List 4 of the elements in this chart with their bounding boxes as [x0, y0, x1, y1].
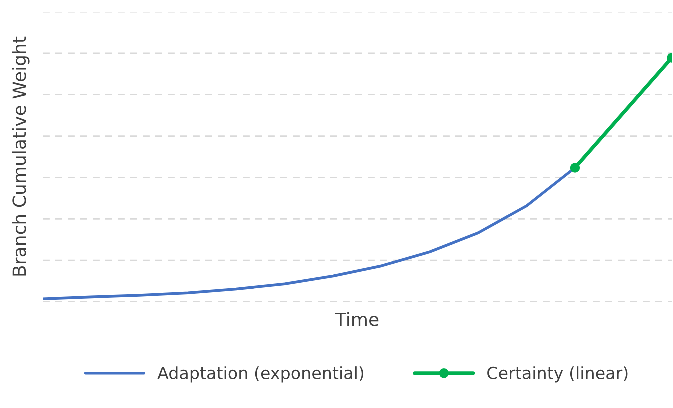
x-axis-title: Time: [335, 312, 379, 326]
legend-label: Adaptation (exponential): [158, 366, 364, 383]
legend-label: Certainty (linear): [488, 366, 628, 383]
y-axis-title: Branch Cumulative Weight: [12, 36, 30, 276]
